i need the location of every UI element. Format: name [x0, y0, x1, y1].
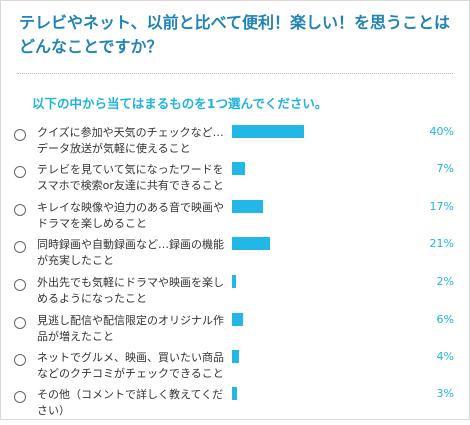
result-bar	[232, 162, 245, 175]
result-percent: 17%	[429, 200, 454, 213]
poll-option[interactable]: クイズに参加や天気のチェックなど…データ放送が気軽に使えること 40%	[1, 125, 469, 163]
poll-option[interactable]: キレイな映像や迫力のある音で映画やドラマを楽しめること 17%	[1, 200, 469, 238]
result-percent: 21%	[429, 237, 454, 250]
result-percent: 4%	[436, 350, 454, 363]
poll-option[interactable]: ネットでグルメ、映画、買いたい商品などのクチコミがチェックできること 4%	[1, 350, 469, 388]
result-bar	[232, 125, 304, 138]
radio-button[interactable]	[14, 241, 26, 253]
radio-button[interactable]	[14, 166, 26, 178]
result-bar	[232, 237, 270, 250]
poll-option[interactable]: 同時録画や自動録画など…録画の機能が充実したこと 21%	[1, 237, 469, 275]
option-label[interactable]: 外出先でも気軽にドラマや映画を楽しめるようになったこと	[37, 276, 224, 305]
radio-button[interactable]	[14, 204, 26, 216]
result-bar	[232, 275, 236, 288]
poll-option[interactable]: テレビを見ていて気になったワードをスマホで検索or友達に共有できること 7%	[1, 162, 469, 200]
result-bar	[232, 200, 263, 213]
radio-button[interactable]	[14, 354, 26, 366]
result-bar	[232, 350, 239, 363]
poll-question-title: テレビやネット、以前と比べて便利！楽しい！を思うことはどんなことですか？	[19, 13, 451, 56]
radio-button[interactable]	[14, 317, 26, 329]
poll-option[interactable]: 外出先でも気軽にドラマや映画を楽しめるようになったこと 2%	[1, 275, 469, 313]
result-percent: 3%	[436, 387, 454, 400]
result-percent: 40%	[429, 125, 454, 138]
option-label[interactable]: テレビを見ていて気になったワードをスマホで検索or友達に共有できること	[37, 163, 224, 192]
radio-button[interactable]	[14, 129, 26, 141]
result-percent: 7%	[436, 162, 454, 175]
result-bar	[232, 313, 243, 326]
option-label[interactable]: 見逃し配信や配信限定のオリジナル作品が増えたこと	[37, 314, 224, 343]
option-label[interactable]: 同時録画や自動録画など…録画の機能が充実したこと	[37, 238, 224, 267]
radio-button[interactable]	[14, 391, 26, 403]
radio-button[interactable]	[14, 279, 26, 291]
result-percent: 6%	[436, 313, 454, 326]
result-percent: 2%	[436, 275, 454, 288]
option-label[interactable]: ネットでグルメ、映画、買いたい商品などのクチコミがチェックできること	[37, 351, 224, 380]
poll-instruction: 以下の中から当てはまるものを1つ選んでください。	[32, 96, 328, 111]
result-bar	[232, 387, 237, 400]
poll-option[interactable]: その他（コメントで詳しく教えてください） 3%	[1, 387, 469, 425]
divider	[17, 73, 453, 74]
option-label[interactable]: キレイな映像や迫力のある音で映画やドラマを楽しめること	[37, 201, 224, 230]
option-label[interactable]: その他（コメントで詳しく教えてください）	[37, 388, 224, 417]
poll-option[interactable]: 見逃し配信や配信限定のオリジナル作品が増えたこと 6%	[1, 313, 469, 351]
option-label[interactable]: クイズに参加や天気のチェックなど…データ放送が気軽に使えること	[37, 126, 224, 155]
